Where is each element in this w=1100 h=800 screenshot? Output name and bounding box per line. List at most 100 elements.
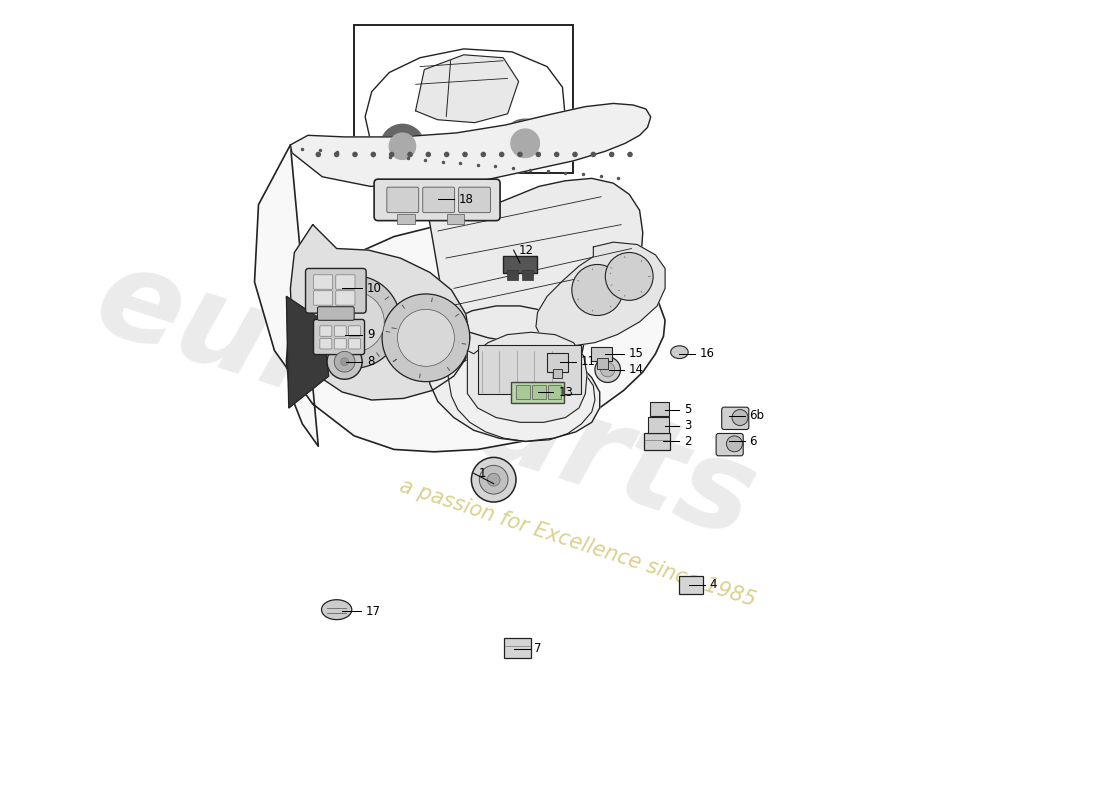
Circle shape xyxy=(510,129,539,158)
Circle shape xyxy=(352,152,358,158)
Polygon shape xyxy=(468,332,587,422)
FancyBboxPatch shape xyxy=(645,433,670,450)
FancyBboxPatch shape xyxy=(314,275,332,289)
Text: 7: 7 xyxy=(535,642,542,655)
Text: 5: 5 xyxy=(684,403,692,416)
Circle shape xyxy=(334,351,355,372)
Circle shape xyxy=(572,152,578,158)
FancyBboxPatch shape xyxy=(591,346,612,361)
Text: 1: 1 xyxy=(478,467,486,480)
Circle shape xyxy=(308,276,400,368)
Polygon shape xyxy=(365,49,564,158)
FancyBboxPatch shape xyxy=(477,345,582,394)
Ellipse shape xyxy=(671,346,689,358)
Polygon shape xyxy=(433,304,584,384)
Circle shape xyxy=(382,294,470,382)
Circle shape xyxy=(502,119,549,167)
Polygon shape xyxy=(254,145,666,452)
Circle shape xyxy=(324,292,384,352)
Text: euroParts: euroParts xyxy=(81,237,770,563)
FancyBboxPatch shape xyxy=(532,385,546,399)
Polygon shape xyxy=(416,55,518,122)
Text: 11: 11 xyxy=(581,355,595,368)
Circle shape xyxy=(601,362,615,377)
FancyBboxPatch shape xyxy=(716,434,744,456)
Circle shape xyxy=(462,152,468,158)
Text: 2: 2 xyxy=(684,435,692,448)
Text: 16: 16 xyxy=(701,347,715,360)
FancyBboxPatch shape xyxy=(397,214,415,224)
FancyBboxPatch shape xyxy=(459,187,491,213)
Polygon shape xyxy=(328,286,338,292)
Polygon shape xyxy=(290,225,470,400)
FancyBboxPatch shape xyxy=(512,382,564,403)
FancyBboxPatch shape xyxy=(349,326,361,336)
Text: 8: 8 xyxy=(367,355,374,368)
Circle shape xyxy=(371,152,376,158)
FancyBboxPatch shape xyxy=(722,407,749,430)
FancyBboxPatch shape xyxy=(680,576,703,594)
FancyBboxPatch shape xyxy=(318,306,354,320)
Text: 15: 15 xyxy=(628,347,643,360)
Bar xyxy=(354,26,573,173)
FancyBboxPatch shape xyxy=(374,179,500,221)
FancyBboxPatch shape xyxy=(447,214,464,224)
Circle shape xyxy=(327,344,362,379)
FancyBboxPatch shape xyxy=(547,353,568,372)
Circle shape xyxy=(536,152,541,158)
Circle shape xyxy=(444,152,450,158)
Text: 12: 12 xyxy=(518,244,534,257)
FancyBboxPatch shape xyxy=(504,638,531,658)
Text: 9: 9 xyxy=(367,328,374,341)
Circle shape xyxy=(316,152,321,158)
Circle shape xyxy=(517,152,522,158)
Circle shape xyxy=(554,152,560,158)
FancyBboxPatch shape xyxy=(422,187,454,213)
Circle shape xyxy=(572,265,623,315)
Polygon shape xyxy=(286,296,329,408)
Circle shape xyxy=(333,152,340,158)
Circle shape xyxy=(397,310,454,366)
Circle shape xyxy=(341,358,349,366)
FancyBboxPatch shape xyxy=(521,270,532,280)
Text: 6b: 6b xyxy=(749,410,764,422)
Circle shape xyxy=(389,133,416,159)
Polygon shape xyxy=(448,348,595,442)
Circle shape xyxy=(487,474,500,486)
FancyBboxPatch shape xyxy=(334,326,346,336)
FancyBboxPatch shape xyxy=(548,385,561,399)
FancyBboxPatch shape xyxy=(320,326,332,336)
Polygon shape xyxy=(536,242,665,346)
Circle shape xyxy=(426,152,431,158)
FancyBboxPatch shape xyxy=(648,417,669,433)
Text: 3: 3 xyxy=(684,419,692,432)
Circle shape xyxy=(591,152,596,158)
Text: 18: 18 xyxy=(459,193,473,206)
Polygon shape xyxy=(426,178,642,342)
Text: 13: 13 xyxy=(559,386,573,398)
Ellipse shape xyxy=(321,600,352,620)
Circle shape xyxy=(609,152,615,158)
Text: 14: 14 xyxy=(628,363,643,376)
Circle shape xyxy=(389,152,395,158)
FancyBboxPatch shape xyxy=(516,385,529,399)
Text: 10: 10 xyxy=(367,282,382,295)
FancyBboxPatch shape xyxy=(552,369,562,378)
Circle shape xyxy=(595,357,620,382)
Polygon shape xyxy=(426,348,600,442)
FancyBboxPatch shape xyxy=(314,319,364,354)
Circle shape xyxy=(726,436,742,452)
FancyBboxPatch shape xyxy=(334,338,346,349)
FancyBboxPatch shape xyxy=(320,338,332,349)
Circle shape xyxy=(605,253,653,300)
FancyBboxPatch shape xyxy=(314,290,332,305)
FancyBboxPatch shape xyxy=(650,402,669,416)
Circle shape xyxy=(481,152,486,158)
Circle shape xyxy=(627,152,632,158)
Text: a passion for Excellence since 1985: a passion for Excellence since 1985 xyxy=(397,476,758,610)
FancyBboxPatch shape xyxy=(596,358,607,369)
FancyBboxPatch shape xyxy=(336,275,355,289)
Text: 6: 6 xyxy=(749,435,757,448)
FancyBboxPatch shape xyxy=(387,187,419,213)
Circle shape xyxy=(480,466,508,494)
